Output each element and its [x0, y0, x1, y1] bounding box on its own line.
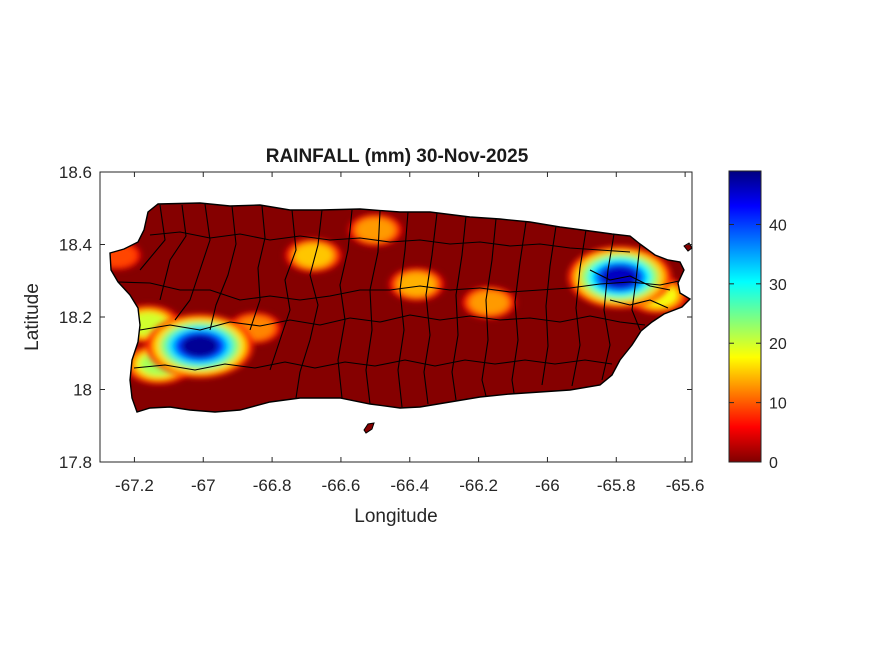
x-tick-label: -66.2	[459, 476, 498, 495]
colorbar: 0 10 20 30 40	[728, 170, 787, 472]
hotspot-ring	[356, 218, 395, 242]
chart-title: RAINFALL (mm) 30-Nov-2025	[266, 146, 529, 167]
rainfall-hotspot	[387, 267, 446, 302]
island-coastline	[109, 202, 692, 413]
colorbar-tick-label: 20	[769, 336, 787, 353]
y-axis-label: Latitude	[22, 283, 43, 351]
municipality-boundary	[451, 215, 467, 401]
x-tick-label: -66.6	[322, 476, 361, 495]
colorbar-ticks: 0 10 20 30 40	[729, 217, 787, 472]
municipality-boundaries	[117, 203, 685, 408]
municipality-boundary	[139, 317, 351, 331]
rainfall-hotspot	[567, 245, 672, 309]
municipality-boundary	[423, 212, 438, 405]
municipality-boundary	[249, 205, 266, 331]
hotspot-ring	[397, 273, 436, 296]
x-axis-ticks: -67.2 -67 -66.8 -66.6 -66.4 -66.2 -66 -65.8 -65.…	[115, 172, 704, 495]
municipality-boundary	[511, 221, 527, 394]
municipality-boundary	[479, 279, 685, 293]
municipality-boundary	[139, 204, 166, 271]
municipality-boundary	[337, 209, 353, 399]
rainfall-hotspot	[283, 237, 343, 274]
municipality-boundary	[117, 281, 301, 301]
colorbar-tick-label: 30	[769, 277, 787, 294]
municipality-boundary	[299, 285, 481, 301]
municipality-boundary	[589, 269, 671, 291]
municipality-boundary	[209, 205, 237, 331]
municipality-boundary	[159, 204, 187, 301]
municipality-boundary	[174, 203, 211, 321]
x-tick-label: -67	[191, 476, 216, 495]
municipality-boundary	[365, 210, 381, 405]
x-tick-label: -66.4	[390, 476, 429, 495]
hotspot-ring	[110, 244, 136, 267]
municipality-boundary	[541, 225, 557, 386]
rainfall-hotspot	[110, 240, 143, 271]
municipality-boundary	[571, 229, 587, 387]
municipality-boundary	[269, 209, 297, 371]
x-tick-label: -65.8	[597, 476, 636, 495]
municipality-boundary	[149, 231, 301, 241]
y-axis-ticks: 17.8 18 18.2 18.4 18.6	[59, 163, 692, 472]
plot-area	[99, 171, 693, 463]
municipality-boundary	[133, 361, 376, 371]
colorbar-gradient	[728, 170, 762, 463]
y-tick-label: 18.4	[59, 236, 92, 255]
colorbar-tick-label: 40	[769, 217, 787, 234]
municipality-boundary	[374, 359, 613, 367]
municipality-boundary	[631, 243, 641, 331]
x-tick-label: -65.6	[666, 476, 705, 495]
municipality-boundary	[481, 218, 497, 397]
vieques-islet	[363, 422, 375, 434]
rainfall-hotspot	[460, 285, 518, 320]
x-tick-label: -67.2	[115, 476, 154, 495]
y-tick-label: 17.8	[59, 453, 92, 472]
municipality-boundary	[397, 211, 409, 408]
municipality-boundary	[601, 233, 615, 381]
colorbar-tick-label: 0	[769, 455, 778, 472]
municipality-boundary	[295, 209, 323, 399]
y-tick-label: 18.6	[59, 163, 92, 182]
hotspot-ring	[470, 291, 508, 314]
x-tick-label: -66	[535, 476, 560, 495]
x-tick-label: -66.8	[253, 476, 292, 495]
municipality-boundary	[349, 314, 646, 326]
hotspot-ring	[294, 244, 333, 267]
rainfall-hotspot	[146, 313, 254, 379]
x-axis-label: Longitude	[354, 506, 437, 527]
y-tick-label: 18.2	[59, 308, 92, 327]
hotspot-ring	[181, 334, 219, 358]
municipality-boundary	[609, 299, 669, 309]
y-tick-label: 18	[73, 381, 92, 400]
municipality-boundary	[299, 235, 631, 253]
colorbar-tick-label: 10	[769, 396, 787, 413]
hotspot-ring	[600, 265, 639, 289]
